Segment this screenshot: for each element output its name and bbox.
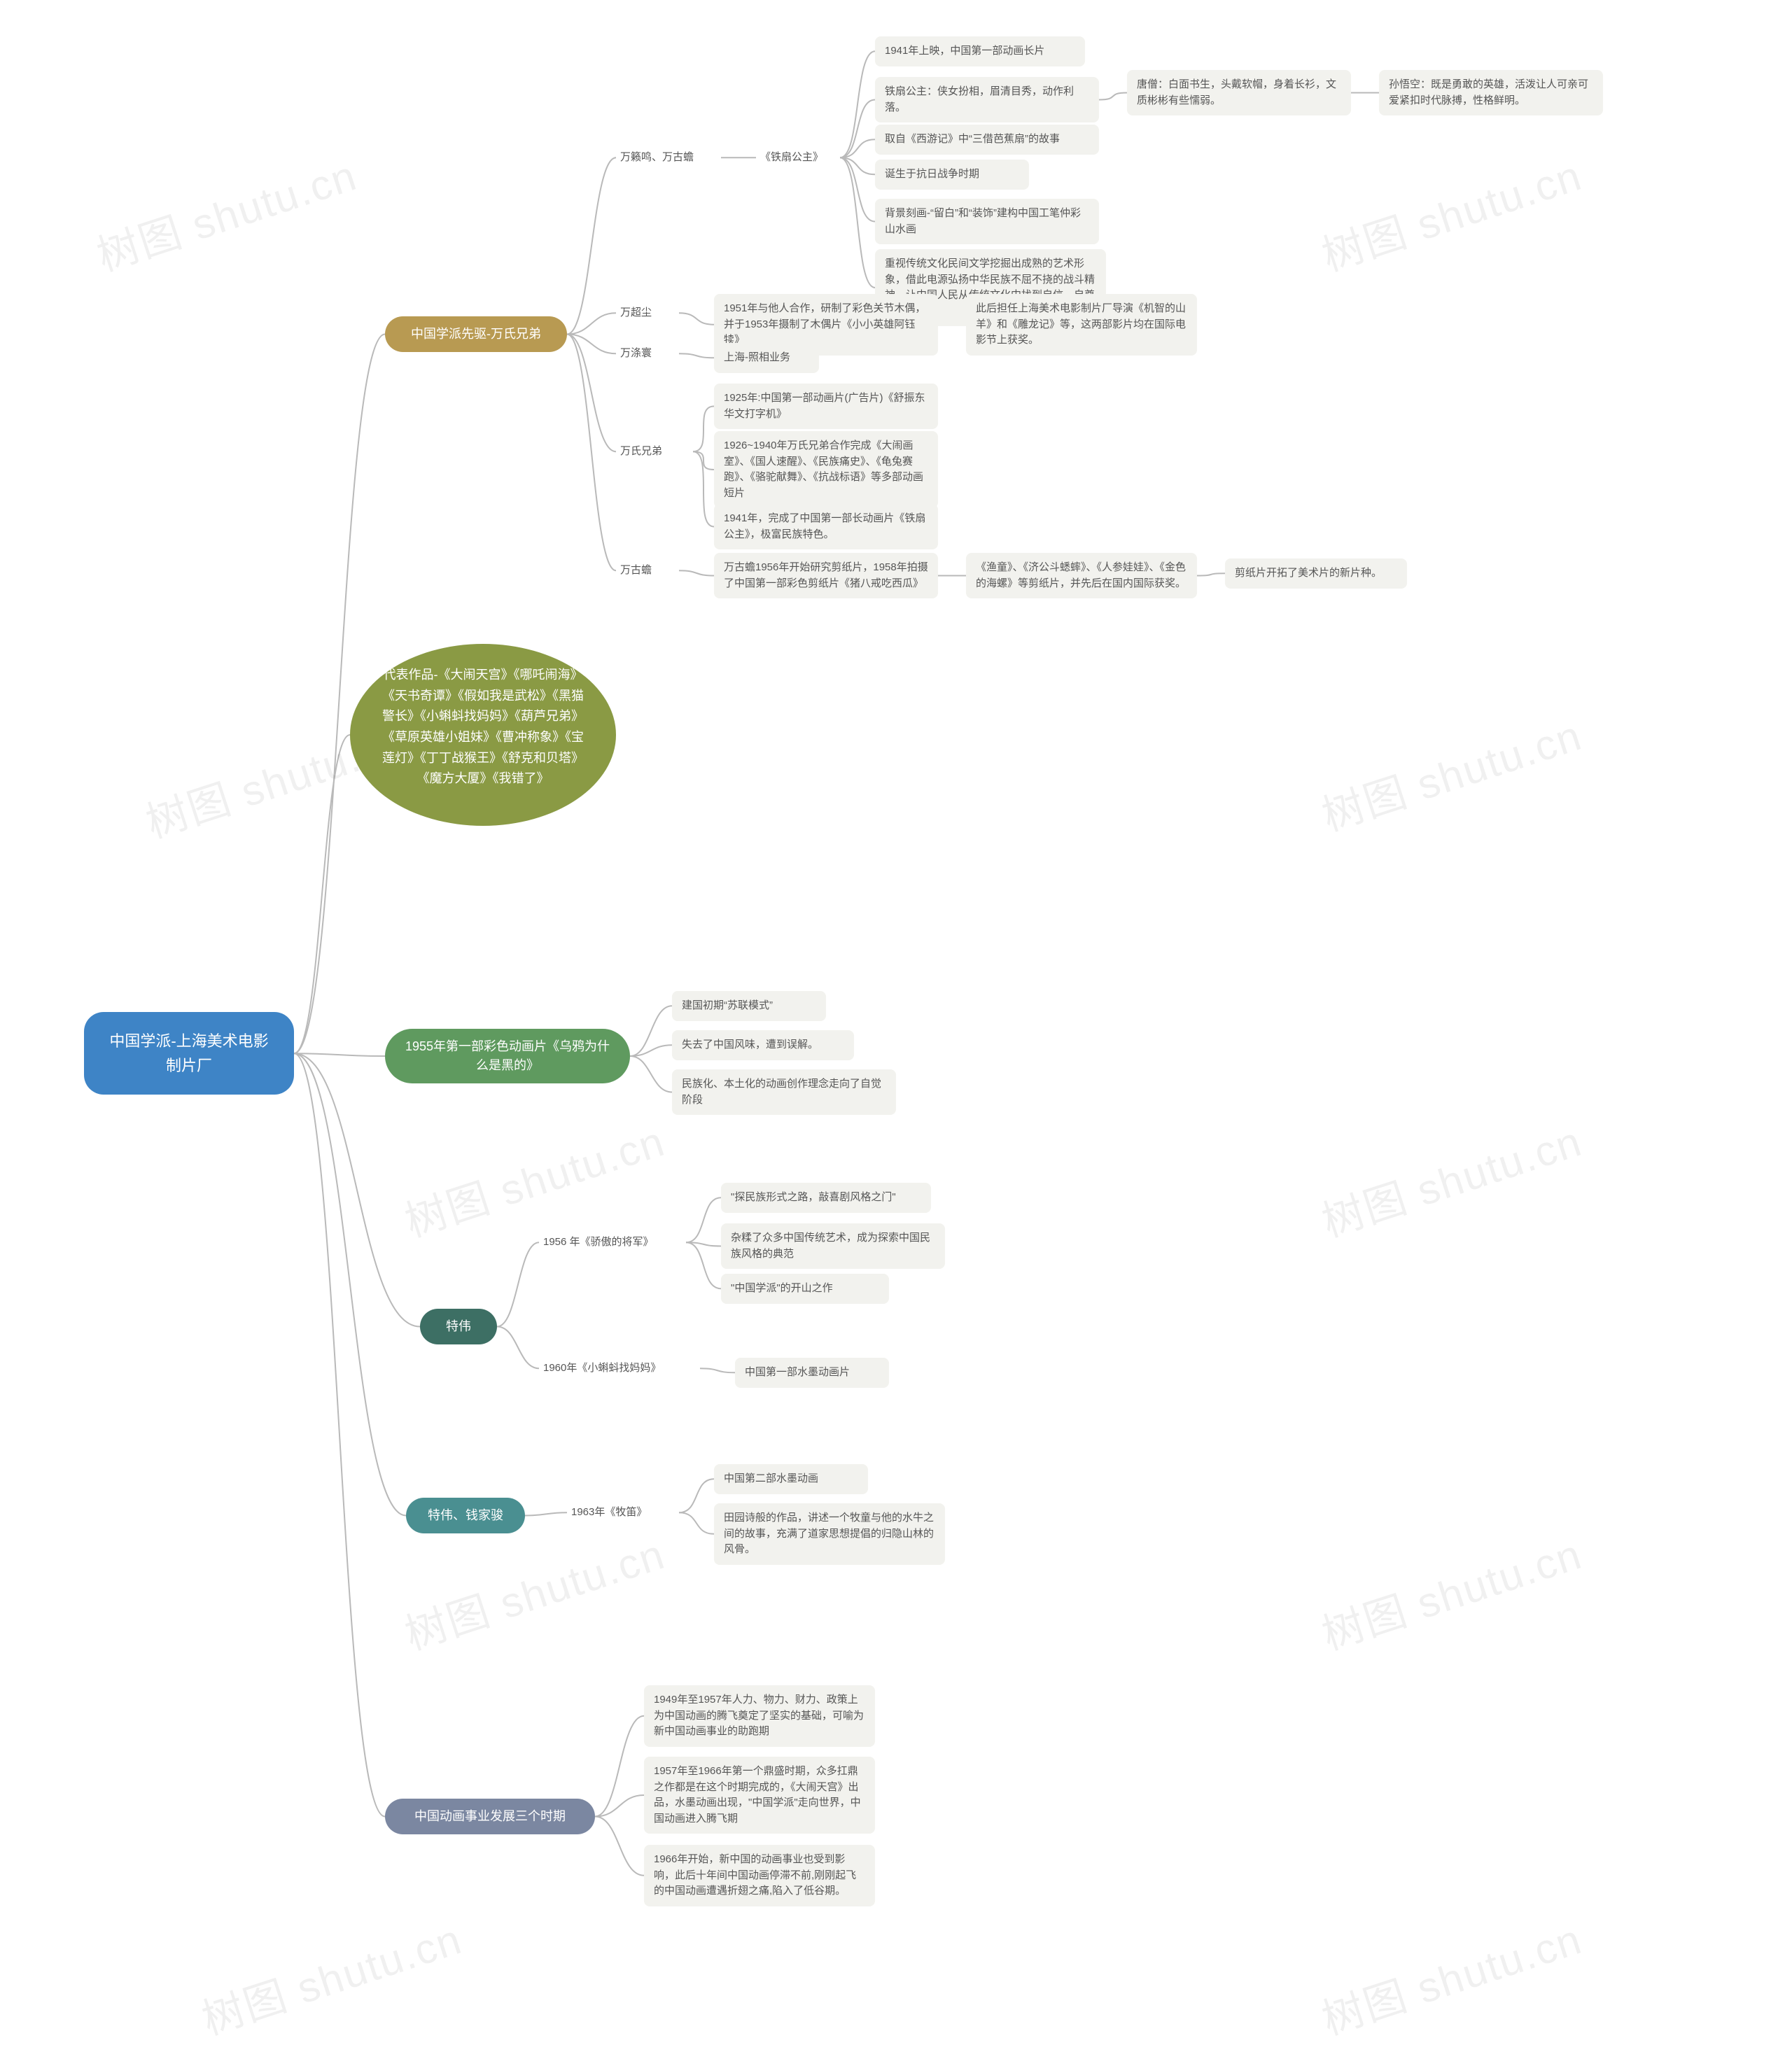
node-l10: 1926~1940年万氏兄弟合作完成《大闹画室》、《国人速醒》、《民族痛史》、《… — [714, 431, 938, 508]
node-l12b: 《渔童》、《济公斗蟋蟀》、《人参娃娃》、《金色的海螺》等剪纸片，并先后在国内国际… — [966, 553, 1197, 598]
node-n5: 特伟、钱家骏 — [406, 1498, 525, 1533]
edge — [595, 1716, 644, 1817]
node-l12c: 剪纸片开拓了美术片的新片种。 — [1225, 558, 1407, 589]
node-n1c: 万涤寰 — [616, 343, 679, 365]
edge — [567, 335, 616, 571]
watermark: 树图 shutu.cn — [88, 142, 364, 283]
node-l18: "中国学派"的开山之作 — [721, 1274, 889, 1304]
watermark: 树图 shutu.cn — [1313, 142, 1589, 283]
edge — [595, 1817, 644, 1876]
edge — [840, 100, 875, 158]
watermark: 树图 shutu.cn — [1313, 702, 1589, 843]
node-n1: 中国学派先驱-万氏兄弟 — [385, 316, 567, 352]
node-l22: 1949年至1957年人力、物力、财力、政策上为中国动画的腾飞奠定了坚实的基础，… — [644, 1685, 875, 1747]
node-n4b: 1960年《小蝌蚪找妈妈》 — [539, 1358, 700, 1379]
edge — [294, 735, 350, 1053]
edge — [700, 1368, 735, 1372]
node-l12: 万古蟾1956年开始研究剪纸片，1958年拍摄了中国第一部彩色剪纸片《猪八戒吃西… — [714, 553, 938, 598]
node-l7b: 此后担任上海美术电影制片厂导演《机智的山羊》和《雕龙记》等，这两部影片均在国际电… — [966, 294, 1197, 356]
edge — [693, 451, 714, 526]
node-l1: 1941年上映，中国第一部动画长片 — [875, 36, 1085, 66]
node-n1d: 万氏兄弟 — [616, 441, 693, 463]
node-n4a: 1956 年《骄傲的将军》 — [539, 1232, 686, 1253]
watermark: 树图 shutu.cn — [396, 1108, 672, 1249]
edge — [294, 1053, 385, 1056]
node-l15: 民族化、本土化的动画创作理念走向了自觉阶段 — [672, 1069, 896, 1115]
edge — [497, 1242, 539, 1326]
edge — [679, 313, 714, 325]
node-l24: 1966年开始，新中国的动画事业也受到影响，此后十年间中国动画停滞不前,刚刚起飞… — [644, 1845, 875, 1906]
edge — [840, 157, 875, 288]
node-n2: 代表作品-《大闹天宫》《哪吒闹海》《天书奇谭》《假如我是武松》《黑猫警长》《小蝌… — [350, 644, 616, 826]
edge — [294, 1053, 385, 1816]
node-l3: 取自《西游记》中“三借芭蕉扇”的故事 — [875, 125, 1099, 155]
edge — [679, 1479, 714, 1512]
node-n1a: 万籁鸣、万古蟾 — [616, 147, 721, 169]
node-l2: 铁扇公主：侠女扮相，眉清目秀，动作利落。 — [875, 77, 1099, 122]
node-n1a1: 《铁扇公主》 — [756, 147, 840, 169]
node-l17: 杂糅了众多中国传统艺术，成为探索中国民族风格的典范 — [721, 1223, 945, 1269]
edge — [840, 51, 875, 157]
node-l2c: 孙悟空：既是勇敢的英雄，活泼让人可亲可爱紧扣时代脉搏，性格鲜明。 — [1379, 70, 1603, 115]
edge — [294, 1053, 420, 1326]
node-n6: 中国动画事业发展三个时期 — [385, 1799, 595, 1834]
watermark: 树图 shutu.cn — [1313, 1521, 1589, 1662]
watermark: 树图 shutu.cn — [396, 1521, 672, 1662]
node-l21: 田园诗般的作品，讲述一个牧童与他的水牛之间的故事，充满了道家思想提倡的归隐山林的… — [714, 1503, 945, 1565]
node-l4: 诞生于抗日战争时期 — [875, 160, 1029, 190]
edge — [686, 1197, 721, 1242]
edge — [630, 1045, 672, 1056]
node-l23: 1957年至1966年第一个鼎盛时期，众多扛鼎之作都是在这个时期完成的，《大闹天… — [644, 1757, 875, 1834]
edge — [567, 335, 616, 452]
watermark: 树图 shutu.cn — [1313, 1108, 1589, 1249]
edge — [840, 157, 875, 221]
edge — [567, 157, 616, 334]
edge — [497, 1327, 539, 1369]
node-n1e: 万古蟾 — [616, 560, 679, 582]
node-root: 中国学派-上海美术电影制片厂 — [84, 1012, 294, 1095]
node-n1b: 万超尘 — [616, 302, 679, 324]
edge — [630, 1056, 672, 1092]
edge — [679, 353, 714, 358]
edge — [294, 1053, 406, 1515]
node-l5: 背景刻画-“留白”和“装饰”建构中国工笔仲彩山水画 — [875, 199, 1099, 244]
edge — [567, 313, 616, 334]
node-l20: 中国第二部水墨动画 — [714, 1464, 868, 1494]
node-l9: 1925年:中国第一部动画片(广告片)《舒振东华文打字机》 — [714, 384, 938, 429]
edge — [686, 1242, 721, 1246]
watermark: 树图 shutu.cn — [193, 1906, 469, 2045]
watermark: 树图 shutu.cn — [1313, 1906, 1589, 2045]
node-l8: 上海-照相业务 — [714, 343, 819, 373]
edge — [595, 1795, 644, 1817]
edge — [679, 570, 714, 575]
edge — [525, 1512, 567, 1515]
node-l14: 失去了中国风味，遭到误解。 — [672, 1030, 854, 1060]
node-n4: 特伟 — [420, 1309, 497, 1344]
edge — [567, 335, 616, 354]
node-l19: 中国第一部水墨动画片 — [735, 1358, 889, 1388]
edge — [693, 407, 714, 452]
edge — [630, 1006, 672, 1056]
edge — [679, 1512, 714, 1534]
edge — [693, 451, 714, 470]
edge — [686, 1242, 721, 1288]
node-l16: "探民族形式之路，敲喜剧风格之门" — [721, 1183, 931, 1213]
edge — [840, 139, 875, 157]
node-l13: 建国初期“苏联模式” — [672, 991, 826, 1021]
node-l2b: 唐僧：白面书生，头戴软帽，身着长衫，文质彬彬有些懦弱。 — [1127, 70, 1351, 115]
edge — [840, 157, 875, 174]
node-n3: 1955年第一部彩色动画片《乌鸦为什么是黑的》 — [385, 1029, 630, 1083]
edge — [1099, 93, 1127, 100]
edge — [1197, 573, 1225, 575]
node-l11: 1941年，完成了中国第一部长动画片《铁扇公主》，极富民族特色。 — [714, 504, 938, 549]
node-n5a: 1963年《牧笛》 — [567, 1502, 679, 1524]
